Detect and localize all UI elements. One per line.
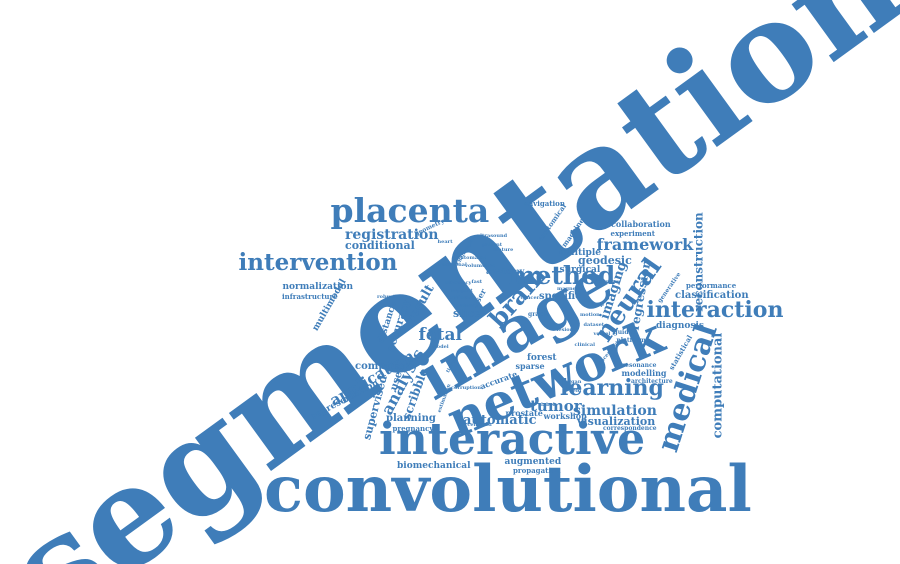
word-architecture: architecture — [631, 378, 673, 385]
word-multiple: multiple — [558, 247, 602, 258]
word-collaboration: collaboration — [611, 219, 671, 229]
word-classification: classification — [675, 290, 749, 301]
word-graph: graph — [528, 311, 548, 318]
word-deep: deep — [590, 301, 604, 308]
word-label: label — [541, 401, 555, 408]
word-placenta: placenta — [330, 190, 490, 230]
word-registration: registration — [345, 227, 439, 243]
word-performance: performance — [686, 280, 737, 290]
word-fast: fast — [471, 278, 483, 285]
word-planning: planning — [386, 413, 436, 424]
word-surgical: surgical — [559, 264, 601, 275]
word-conditional: conditional — [345, 238, 415, 252]
word-computational: computational — [710, 332, 726, 438]
word-augmented: augmented — [504, 456, 562, 467]
word-geodesic: geodesic — [578, 253, 632, 267]
word-cancer: cancer — [520, 294, 540, 301]
word-workshop: workshop — [543, 411, 587, 421]
word-support: support — [451, 287, 473, 294]
word-diagnosis: diagnosis — [656, 320, 704, 331]
word-contour: contour — [599, 278, 621, 285]
word-feature: feature — [493, 246, 514, 253]
word-organ: organ — [565, 378, 582, 385]
word-propagation: propagation — [513, 465, 561, 475]
word-field: field — [569, 387, 582, 394]
word-magnetic: magnetic — [557, 285, 584, 292]
word-volumetric: volumetric — [465, 262, 496, 269]
word-visualization: visualization — [577, 414, 656, 428]
word-heart: heart — [437, 238, 453, 245]
word-robust: robust — [377, 293, 396, 300]
word-sparse: sparse — [515, 361, 545, 371]
word-different: different — [450, 294, 475, 301]
word-fetal: fetal — [418, 324, 462, 345]
word-corruption: corruption — [451, 384, 481, 391]
word-simulation: simulation — [573, 403, 657, 419]
word-prostate: prostate — [505, 408, 543, 418]
word-training: training — [455, 302, 479, 309]
word-method: method — [509, 260, 616, 290]
word-ultrasound: ultrasound — [476, 232, 508, 239]
word-patient: patient — [482, 241, 503, 248]
word-interactive: interactive — [379, 414, 646, 465]
word-clinical: clinical — [574, 341, 596, 348]
word-tumor: tumor — [530, 396, 582, 415]
word-experiment: experiment — [610, 228, 656, 238]
word-automated: automated — [457, 254, 488, 261]
word-computer: computer — [355, 361, 409, 372]
word-traditional: traditional — [437, 261, 467, 268]
word-normalization: normalization — [282, 281, 354, 292]
word-framework: framework — [596, 235, 694, 254]
word-lesion: lesion — [556, 326, 574, 333]
word-resonance: resonance — [622, 362, 657, 369]
word-model: model — [431, 343, 449, 350]
word-platform: platform — [616, 337, 646, 344]
word-parcellation: parcellation — [458, 421, 492, 428]
word-slice: slice — [453, 306, 482, 320]
word-biomechanical: biomechanical — [397, 460, 471, 471]
word-efficiency: efficiency — [444, 279, 472, 286]
word-automatic: automatic — [463, 412, 537, 428]
word-learning: learning — [560, 375, 664, 401]
word-infrastructure: infrastructure — [282, 291, 338, 301]
word-pregnancy: pregnancy — [392, 423, 434, 433]
word-navigation: navigation — [523, 198, 565, 208]
word-specific: specific — [539, 291, 582, 302]
word-guided: guided — [613, 329, 637, 336]
word-correspondence: correspondence — [603, 425, 657, 432]
word-dataset: dataset — [583, 321, 605, 328]
word-intervention: intervention — [238, 248, 398, 276]
word-motion: motion — [580, 311, 600, 318]
word-convolutional: convolutional — [264, 452, 752, 527]
word-vessel: vessel — [593, 330, 611, 337]
word-anatomy: anatomy — [486, 266, 525, 276]
word-modelling: modelling — [621, 368, 667, 378]
word-interaction: interaction — [646, 297, 784, 323]
word-forest: forest — [527, 352, 557, 363]
